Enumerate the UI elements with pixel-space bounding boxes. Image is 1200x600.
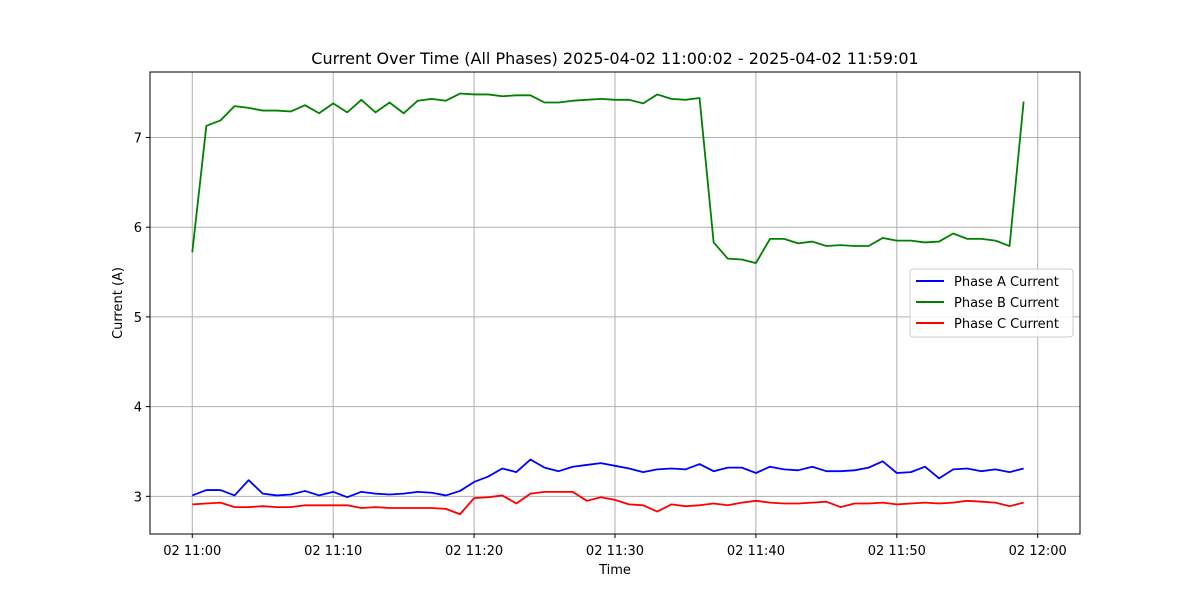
x-tick-label: 02 11:10 [304,544,362,559]
legend-box [909,268,1074,338]
legend: Phase A Current Phase B Current Phase C Cu… [909,268,1074,338]
x-tick-label: 02 12:00 [1009,544,1067,559]
y-tick-label: 5 [134,311,142,326]
x-axis-title: Time [598,563,631,578]
legend-label-phase-c-current: Phase C Current [954,317,1059,332]
x-tick-label: 02 11:00 [163,544,221,559]
axis-ticks: 02 11:00 02 11:10 02 11:20 02 11:30 02 11:40… [134,131,1067,559]
x-tick-label: 02 11:20 [445,544,503,559]
phase-c-current-line [192,490,1024,516]
y-tick-label: 6 [134,221,142,236]
y-tick-label: 4 [134,401,142,416]
y-tick-label: 3 [134,490,142,505]
y-axis-title: Current (A) [111,267,126,339]
x-tick-label: 02 11:50 [868,544,926,559]
legend-label-phase-b-current: Phase B Current [954,296,1059,311]
legend-label-phase-a-current: Phase A Current [954,275,1059,290]
phase-b-current-line [191,92,1025,264]
plot-series [191,92,1025,516]
x-tick-label: 02 11:30 [586,544,644,559]
x-tick-label: 02 11:40 [727,544,785,559]
y-tick-label: 7 [134,131,142,146]
chart-title: Current Over Time (All Phases) 2025-04-0… [311,49,918,68]
phase-a-current-line [191,458,1024,499]
